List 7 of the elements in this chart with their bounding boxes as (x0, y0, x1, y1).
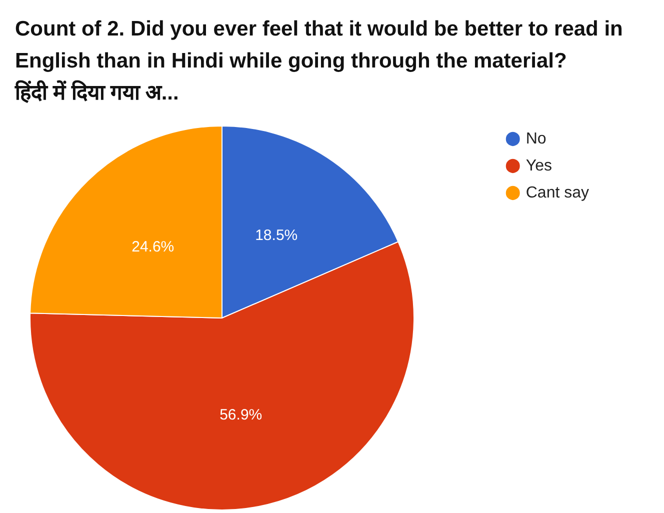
chart-title: Count of 2. Did you ever feel that it would be better to read in English than in Hindi while going through the material? हिंदी में दिया गया अ... (14, 18, 629, 104)
legend-label: Cant say (526, 184, 589, 202)
data-label: 18.5% (255, 226, 298, 244)
data-label: 24.6% (132, 238, 174, 256)
legend-label: Yes (526, 158, 552, 174)
data-label: 56.9% (220, 406, 262, 424)
legend-label: No (526, 130, 546, 148)
